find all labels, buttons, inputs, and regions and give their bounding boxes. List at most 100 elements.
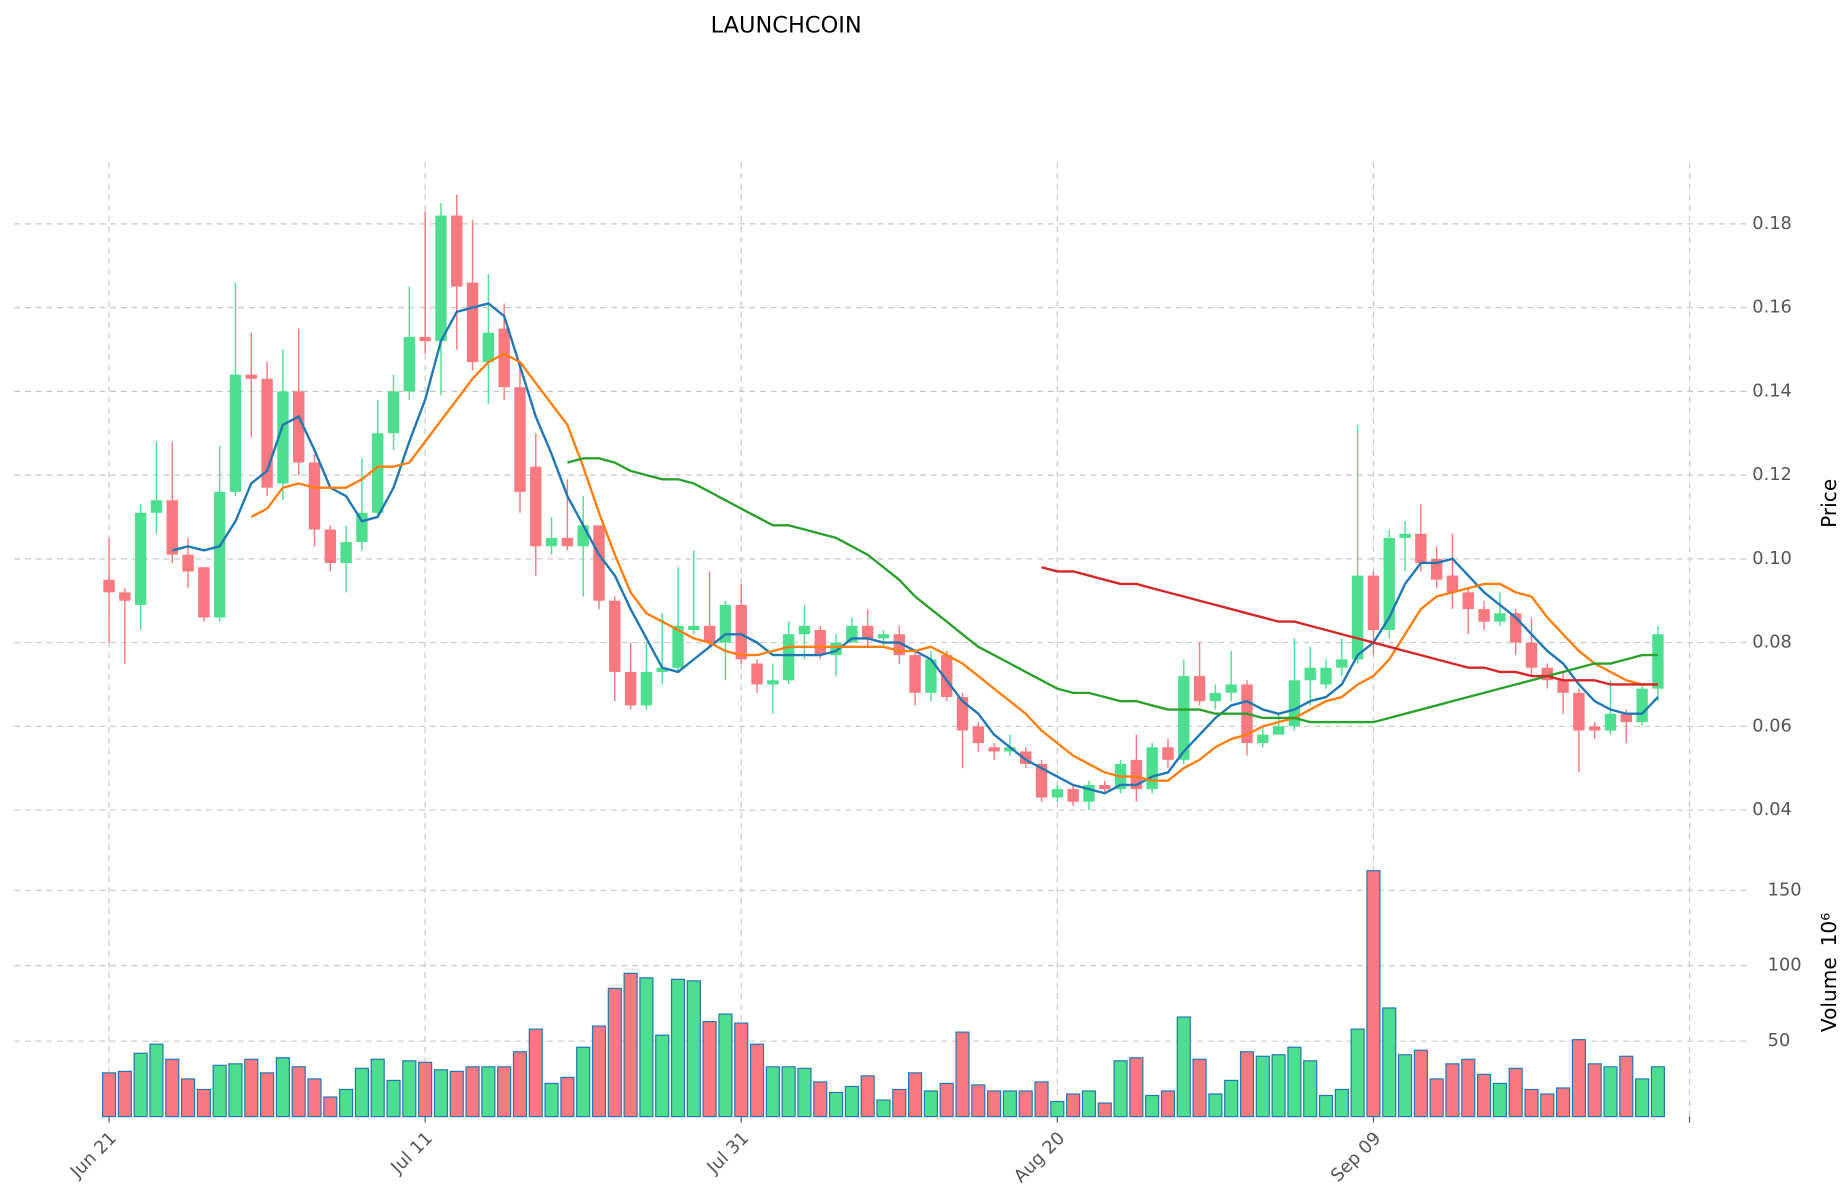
volume-bar	[1129, 1057, 1144, 1118]
volume-bar	[1461, 1058, 1476, 1118]
volume-bar	[1113, 1060, 1128, 1118]
volume-bar	[860, 1075, 875, 1118]
candle-body	[1336, 659, 1348, 668]
candle-body	[277, 391, 289, 484]
candle-body	[403, 336, 416, 392]
volume-bar	[1239, 1051, 1255, 1118]
volume-bar	[560, 1076, 575, 1118]
volume-bar	[923, 1090, 938, 1118]
moving-average-line	[171, 302, 1659, 795]
volume-bar	[1334, 1088, 1349, 1118]
volume-bar	[1413, 1049, 1428, 1118]
x-tick-label: Jul 31	[703, 1128, 753, 1178]
volume-tick-label: 50	[1768, 1031, 1791, 1051]
candle-body	[624, 671, 637, 706]
candle-body	[688, 625, 700, 631]
candle-body	[387, 391, 400, 434]
candle-body	[482, 332, 495, 363]
volume-bar	[1571, 1039, 1586, 1118]
volume-bar	[1255, 1055, 1270, 1118]
y-tick-label: 0.14	[1752, 381, 1792, 401]
volume-bar	[1208, 1093, 1223, 1118]
candle-body	[1035, 764, 1048, 798]
candle-body	[941, 655, 953, 698]
candle-body	[956, 697, 969, 731]
volume-bar	[1081, 1090, 1097, 1118]
volume-bar	[1002, 1090, 1017, 1118]
volume-bar	[1635, 1078, 1650, 1118]
candle-body	[213, 491, 226, 618]
candle-body	[150, 500, 163, 513]
y-tick-label: 0.08	[1752, 633, 1792, 653]
volume-bar	[291, 1066, 306, 1118]
candle-body	[1652, 634, 1664, 689]
volume-bar	[418, 1061, 433, 1118]
candle-body	[719, 604, 732, 643]
volume-bar	[797, 1067, 812, 1118]
candle-body	[1320, 667, 1332, 685]
candle-body	[1399, 533, 1411, 538]
candle-body	[1509, 613, 1522, 643]
candle-body	[561, 537, 574, 547]
x-tick-label: Sep 09	[1327, 1128, 1385, 1186]
volume-bar	[1350, 1028, 1365, 1118]
candle-body	[1193, 676, 1206, 702]
candle-body	[103, 579, 115, 593]
candle-body	[782, 634, 795, 681]
volume-bar	[813, 1081, 828, 1118]
y-tick-label: 0.12	[1752, 465, 1792, 485]
candle-body	[308, 462, 321, 530]
candle-body	[1573, 692, 1585, 731]
volume-bar	[275, 1057, 290, 1118]
volume-bar	[1050, 1100, 1065, 1118]
volume-bar	[1619, 1055, 1634, 1118]
volume-bar	[449, 1070, 464, 1118]
volume-bar	[149, 1043, 164, 1118]
candle-body	[1478, 609, 1490, 622]
candle-body	[1225, 684, 1237, 693]
moving-average-line	[250, 352, 1658, 782]
candle-body	[340, 542, 352, 564]
candle-body	[514, 387, 526, 492]
volume-bar	[133, 1052, 148, 1118]
candle-body	[435, 215, 447, 342]
volume-bar	[1366, 870, 1381, 1118]
candle-body	[1083, 784, 1095, 802]
candle-body	[861, 625, 874, 639]
candle-body	[893, 634, 905, 656]
volume-bar	[165, 1058, 180, 1118]
x-tick-label: Aug 20	[1011, 1128, 1070, 1187]
volume-bar	[1160, 1090, 1176, 1118]
candle-body	[1020, 751, 1032, 765]
x-tick-label: Jul 11	[387, 1128, 437, 1178]
volume-bar	[1540, 1093, 1555, 1118]
candle-body	[166, 500, 178, 555]
candle-body	[751, 663, 763, 685]
volume-bar	[702, 1020, 717, 1118]
moving-average-line	[567, 457, 1658, 724]
volume-axis-label: Volume	[1817, 957, 1841, 1032]
candle-body	[640, 671, 653, 706]
candle-body	[1541, 667, 1553, 681]
volume-bar	[844, 1085, 859, 1118]
volume-bar	[528, 1028, 543, 1118]
candle-body	[1051, 789, 1064, 798]
volume-bar	[1650, 1066, 1665, 1118]
candle-body	[182, 554, 194, 572]
volume-bar	[1066, 1093, 1081, 1118]
candle-body	[1209, 692, 1222, 702]
volume-bar	[1492, 1082, 1507, 1118]
candle-body	[119, 592, 131, 601]
volume-bar	[1287, 1046, 1302, 1118]
volume-bar	[386, 1079, 401, 1118]
candle-body	[356, 512, 368, 543]
candle-body	[1589, 726, 1601, 731]
candle-body	[988, 747, 1000, 752]
y-tick-label: 0.06	[1752, 716, 1792, 736]
candle-body	[466, 282, 479, 363]
candle-body	[545, 537, 558, 547]
candle-body	[1004, 747, 1016, 752]
volume-bar	[1145, 1094, 1160, 1118]
volume-bar	[1429, 1078, 1444, 1118]
